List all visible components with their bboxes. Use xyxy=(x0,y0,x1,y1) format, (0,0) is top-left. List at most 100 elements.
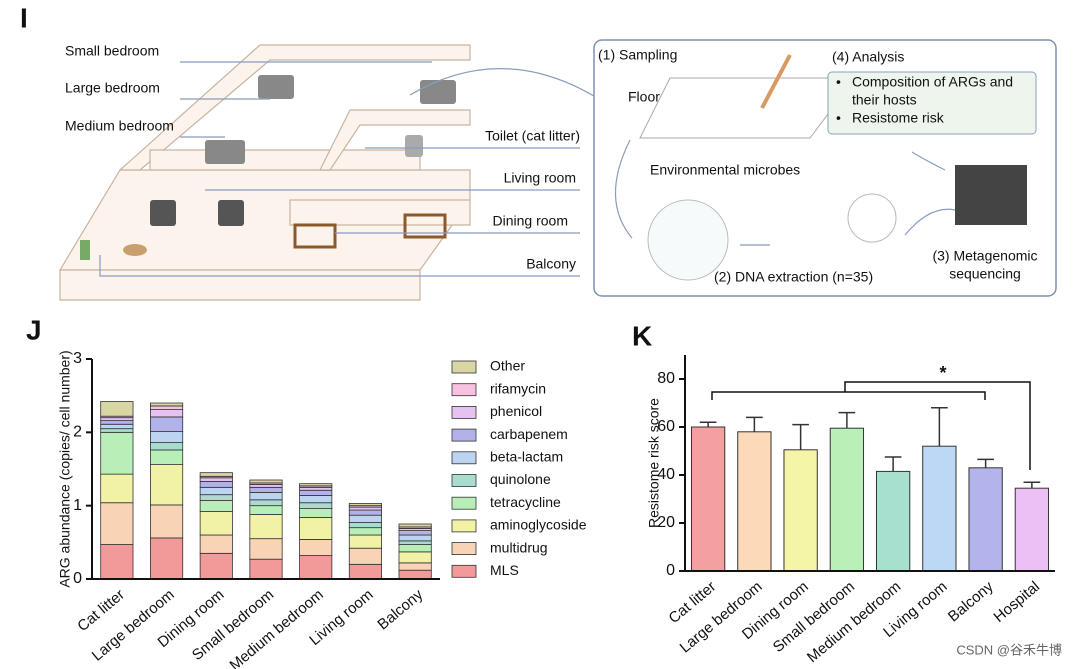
sequencer xyxy=(955,165,1027,225)
bar-segment xyxy=(299,486,333,491)
bar-segment xyxy=(398,523,432,528)
microbes xyxy=(647,199,729,281)
significance-bracket xyxy=(711,391,986,400)
bar-segment xyxy=(150,537,184,580)
legend-swatch xyxy=(451,451,477,465)
x-tick-label: Hospital xyxy=(991,578,1043,626)
bar-segment xyxy=(398,551,432,564)
y-tick-label: 2 xyxy=(73,424,82,441)
bar-segment xyxy=(348,563,382,580)
bar-segment xyxy=(100,417,134,421)
legend-swatch xyxy=(451,428,477,442)
bar-segment xyxy=(199,552,233,580)
panel-label: I xyxy=(20,2,28,33)
x-tick-label: Balcony xyxy=(374,586,426,634)
bullet: their hosts xyxy=(852,92,917,108)
legend-swatch xyxy=(451,405,477,419)
bar-segment xyxy=(249,499,283,507)
step-label: Floor xyxy=(628,89,660,105)
bar-segment xyxy=(100,423,134,430)
bar-segment xyxy=(199,511,233,536)
bar-segment xyxy=(199,477,233,482)
bar-segment xyxy=(100,428,134,433)
x-tick-label: Large bedroom xyxy=(677,578,766,656)
bar-segment xyxy=(249,483,283,488)
bar-segment xyxy=(348,509,382,516)
bar-segment xyxy=(398,530,432,536)
bar-segment xyxy=(299,508,333,518)
bar-segment xyxy=(348,506,382,511)
y-tick-label: 0 xyxy=(73,570,82,587)
step-label: (4) Analysis xyxy=(832,49,904,65)
legend-label: aminoglycoside xyxy=(490,517,587,533)
legend-swatch xyxy=(451,542,477,555)
bar-segment xyxy=(199,534,233,554)
bar xyxy=(922,445,957,572)
legend-swatch xyxy=(451,474,477,487)
bar-segment xyxy=(100,431,134,475)
legend-swatch xyxy=(451,496,477,510)
bar-segment xyxy=(100,544,134,580)
bullet-marker: • xyxy=(836,74,841,90)
annotation: * xyxy=(939,363,946,383)
bar xyxy=(690,426,726,572)
bar-segment xyxy=(299,494,333,504)
y-tick-label: 3 xyxy=(73,350,82,367)
bar-segment xyxy=(199,481,233,488)
bar-segment xyxy=(150,464,184,506)
bar-segment xyxy=(398,562,432,571)
legend-label: multidrug xyxy=(490,539,548,555)
bar xyxy=(1014,487,1050,572)
bar-segment xyxy=(100,502,134,545)
bar-segment xyxy=(100,420,134,425)
bar-segment xyxy=(199,500,233,512)
bar-segment xyxy=(299,502,333,510)
bar-segment xyxy=(249,479,283,484)
bar-segment xyxy=(348,534,382,549)
bar-segment xyxy=(249,538,283,560)
bar-segment xyxy=(150,449,184,465)
bar-segment xyxy=(199,486,233,496)
y-tick-label: 1 xyxy=(73,497,82,514)
floor xyxy=(639,77,856,139)
step-label: Environmental microbes xyxy=(650,162,800,178)
bar-segment xyxy=(150,431,184,444)
bar-segment xyxy=(348,547,382,565)
bar-segment xyxy=(348,503,382,507)
bar-segment xyxy=(150,405,184,410)
bullet: Composition of ARGs and xyxy=(852,74,1013,90)
legend-label: MLS xyxy=(490,562,519,578)
bar-segment xyxy=(299,489,333,496)
house xyxy=(58,44,471,301)
legend-swatch xyxy=(451,360,477,374)
y-tick-label: 80 xyxy=(657,370,675,387)
bar xyxy=(737,431,772,572)
bar-segment xyxy=(100,401,134,417)
bullet-marker: • xyxy=(836,110,841,126)
room-label: Large bedroom xyxy=(65,80,160,96)
bar-segment xyxy=(398,569,432,580)
legend-label: carbapenem xyxy=(490,426,568,442)
bar-segment xyxy=(398,534,432,542)
bar-segment xyxy=(249,486,283,493)
y-tick-label: 60 xyxy=(657,418,675,435)
room-label: Toilet (cat litter) xyxy=(485,128,580,144)
room-label: Medium bedroom xyxy=(65,118,174,134)
bullet: Resistome risk xyxy=(852,110,945,126)
legend-label: quinolone xyxy=(490,471,551,487)
bar-segment xyxy=(150,409,184,418)
legend-label: tetracycline xyxy=(490,494,561,510)
bar-segment xyxy=(150,416,184,432)
y-tick-label: 20 xyxy=(657,514,675,531)
legend-swatch xyxy=(451,564,477,578)
legend-label: beta-lactam xyxy=(490,449,563,465)
panel-label: K xyxy=(632,320,652,351)
bar-segment xyxy=(150,442,184,451)
step-label: (1) Sampling xyxy=(598,47,677,63)
bar-segment xyxy=(299,555,333,580)
y-axis-label: Resistome risk score xyxy=(646,398,662,528)
bar xyxy=(783,449,818,572)
bar-segment xyxy=(348,522,382,529)
significance-bracket xyxy=(844,381,1031,470)
bar-segment xyxy=(348,527,382,536)
